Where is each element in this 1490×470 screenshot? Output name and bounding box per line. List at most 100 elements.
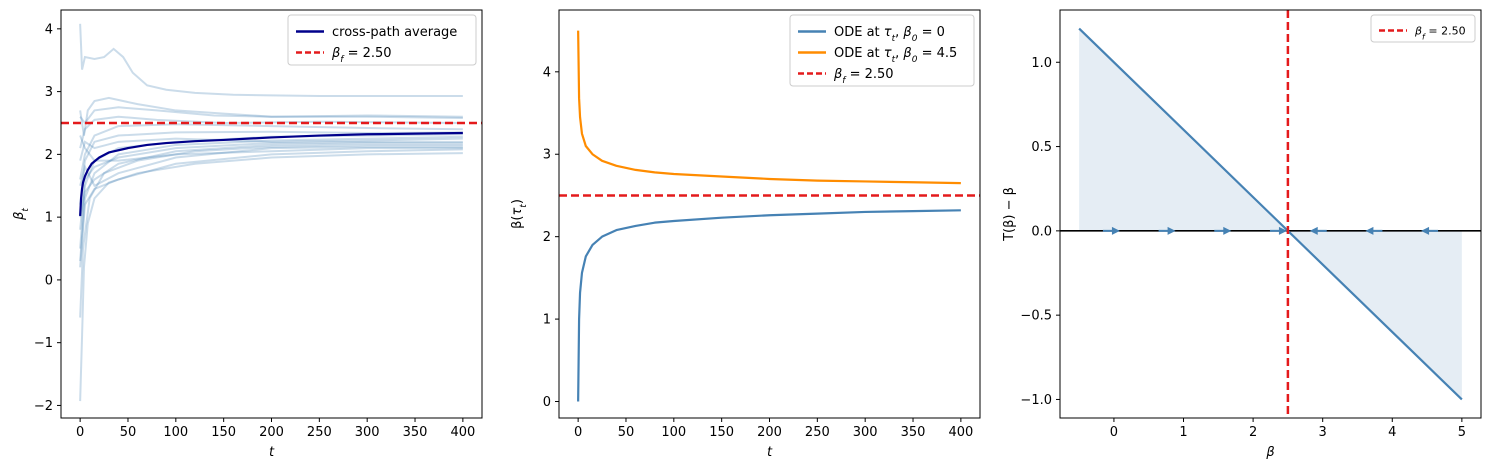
text-span: = 4.5 <box>917 46 957 61</box>
y-tick-label: 1.0 <box>1031 56 1052 71</box>
legend-label-1: ODE at τt, β0 = 0 <box>834 25 945 44</box>
text-span: f <box>842 76 847 86</box>
legend-box <box>287 14 477 66</box>
flow-arrow-head-5 <box>1309 226 1318 235</box>
x-tick-label: 3 <box>1319 425 1327 440</box>
y-tick-label: 4 <box>45 22 53 37</box>
text-span: ODE at <box>834 25 884 40</box>
sample-path-16 <box>79 135 463 162</box>
flow-arrow-head-7 <box>1421 226 1430 235</box>
flow-arrow-head-4 <box>1278 226 1287 235</box>
text-span: 0 <box>912 34 918 44</box>
x-tick-label: 0 <box>1110 425 1118 440</box>
y-tick-label: 0 <box>45 273 53 288</box>
x-axis-label: t <box>269 445 275 460</box>
y-tick-label: 1 <box>45 211 53 226</box>
x-tick-label: 4 <box>1388 425 1396 440</box>
y-tick-label: 2 <box>45 148 53 163</box>
x-tick-label: 300 <box>355 425 380 440</box>
x-tick-label: 200 <box>757 425 782 440</box>
sample-path-10 <box>79 140 463 230</box>
y-axis-label: T(β) − β <box>1002 187 1017 242</box>
x-tick-label: 200 <box>259 425 284 440</box>
y-tick-label: −1 <box>34 336 53 351</box>
legend-1: cross-path average βf = 2.50 <box>287 14 477 66</box>
series-line-1 <box>1078 27 1463 401</box>
flow-arrow-head-6 <box>1365 226 1374 235</box>
y-axis-label-text: βt <box>12 208 31 221</box>
text-span: cross-path average <box>332 25 457 40</box>
x-tick-label: 350 <box>901 425 926 440</box>
x-axis-label: β <box>1265 445 1274 460</box>
y-tick-label: 0 <box>543 395 551 410</box>
y-tick-label: −1.0 <box>1020 393 1052 408</box>
text-span: β <box>331 46 340 61</box>
x-tick-label: 50 <box>618 425 635 440</box>
legend-label-2: βf = 2.50 <box>331 46 392 65</box>
plot-area <box>61 23 482 402</box>
series-line-1 <box>79 131 463 216</box>
legend-box <box>789 14 975 87</box>
text-span: β <box>833 67 842 82</box>
y-axis-label-text: T(β) − β <box>1002 187 1017 242</box>
axes-frame <box>1059 9 1482 419</box>
sample-path-3 <box>79 106 463 125</box>
flow-arrow-head-3 <box>1223 226 1232 235</box>
text-span: t <box>519 204 529 208</box>
x-tick-label: 150 <box>709 425 734 440</box>
legend-3: βf = 2.50 <box>1370 14 1476 43</box>
x-tick-label: 2 <box>1249 425 1257 440</box>
legend-label-2: ODE at τt, β0 = 4.5 <box>834 46 957 65</box>
series-line-1 <box>577 209 961 402</box>
text-span: ) <box>510 199 525 204</box>
text-span: f <box>1422 32 1426 41</box>
x-tick-label: 300 <box>853 425 878 440</box>
x-axis-label: t <box>767 445 773 460</box>
text-span: ODE at <box>834 46 884 61</box>
y-tick-label: 4 <box>543 65 551 80</box>
text-span: , <box>895 25 903 40</box>
sample-path-5 <box>79 123 463 180</box>
legend-2: ODE at τt, β0 = 0 ODE at τt, β0 = 4.5 βf =… <box>789 14 975 87</box>
y-tick-label: 0.5 <box>1031 140 1052 155</box>
legend-label-3: βf = 2.50 <box>833 67 894 86</box>
x-tick-label: 100 <box>163 425 188 440</box>
text-span: t <box>21 208 31 212</box>
text-span: = 2.50 <box>1425 24 1466 37</box>
legend-label-1: βf = 2.50 <box>1414 24 1466 41</box>
x-tick-label: 0 <box>76 425 84 440</box>
y-axis-label-text: β(τt) <box>510 199 529 229</box>
sample-path-1 <box>79 23 463 97</box>
y-tick-label: 3 <box>45 85 53 100</box>
axes-3: 0 1 2 3 4 5 −1.0 −0.5 0.0 0.5 1.0 β T(β) − β <box>1002 9 1482 460</box>
text-span: 0 <box>912 55 918 65</box>
y-tick-label: 0.0 <box>1031 224 1052 239</box>
sample-path-13 <box>79 145 463 188</box>
y-axis-label: βt <box>12 208 31 221</box>
text-span: , <box>895 46 903 61</box>
text-span: = 0 <box>917 25 944 40</box>
y-tick-label: −0.5 <box>1020 309 1052 324</box>
x-tick-label: 150 <box>211 425 236 440</box>
text-span: τ <box>884 46 892 61</box>
text-span: T(β) − β <box>1002 187 1017 242</box>
flow-arrow-head-2 <box>1167 226 1176 235</box>
x-tick-label: 400 <box>450 425 475 440</box>
sample-path-9 <box>79 137 463 161</box>
sample-path-6 <box>79 130 463 205</box>
sample-path-15 <box>79 152 463 402</box>
y-tick-label: 3 <box>543 148 551 163</box>
x-tick-label: 250 <box>805 425 830 440</box>
text-span: τ <box>884 25 892 40</box>
sample-path-11 <box>79 142 463 218</box>
y-tick-label: −2 <box>34 399 53 414</box>
text-span: β <box>1414 24 1422 37</box>
legend-label-1: cross-path average <box>332 25 457 40</box>
plot-area <box>1060 10 1481 418</box>
text-span: f <box>340 55 345 65</box>
y-tick-label: 1 <box>543 313 551 328</box>
sample-path-14 <box>79 148 463 268</box>
